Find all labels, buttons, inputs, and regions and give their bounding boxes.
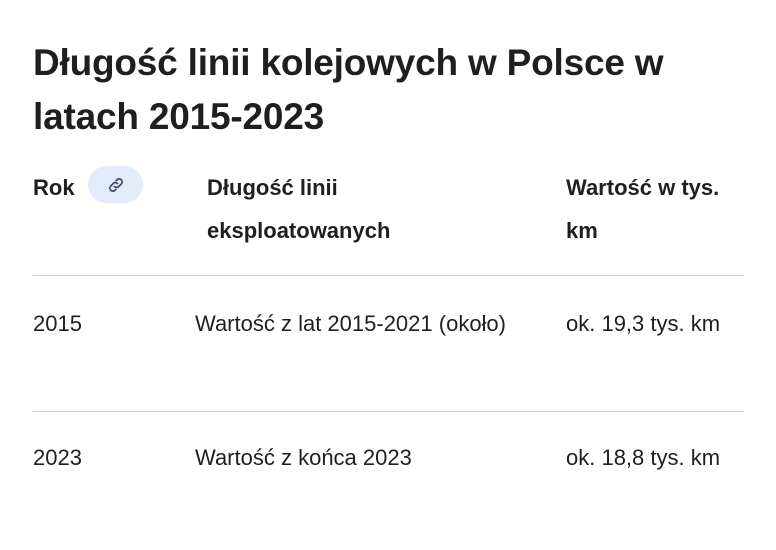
column-header-year: Rok xyxy=(33,175,75,200)
cell-year: 2015 xyxy=(33,311,82,336)
row-divider xyxy=(33,275,744,276)
column-header-length: Długość linii eksploatowanych xyxy=(207,175,391,243)
copy-link-button[interactable] xyxy=(88,166,143,203)
cell-value: ok. 19,3 tys. km xyxy=(566,311,721,336)
row-divider xyxy=(33,411,744,412)
link-icon xyxy=(108,177,123,192)
column-header-value: Wartość w tys. km xyxy=(566,175,720,243)
page-title: Długość linii kolejowych w Polsce w lata… xyxy=(33,42,664,137)
cell-length: Wartość z końca 2023 xyxy=(195,445,412,470)
cell-year: 2023 xyxy=(33,445,82,470)
cell-value: ok. 18,8 tys. km xyxy=(566,445,721,470)
cell-length: Wartość z lat 2015-2021 (około) xyxy=(195,311,506,336)
